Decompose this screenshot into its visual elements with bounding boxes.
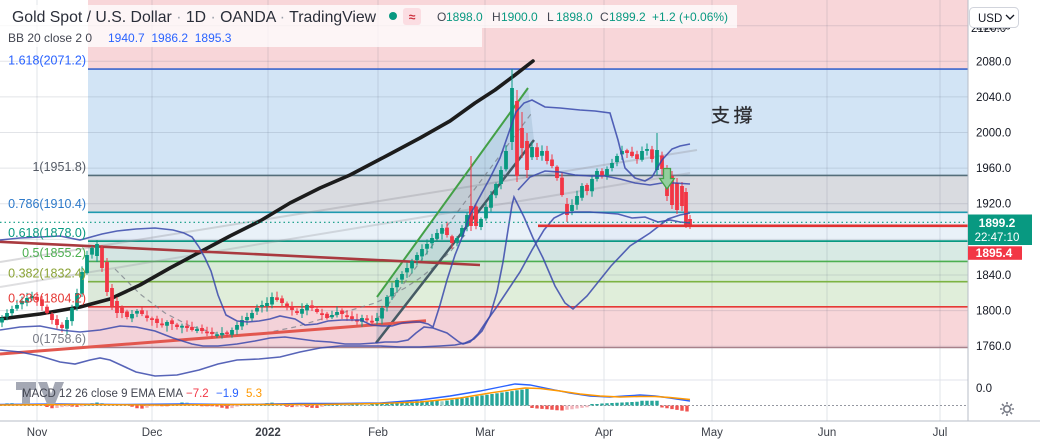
svg-text:H: H [492,10,501,24]
svg-text:1899.2: 1899.2 [609,10,646,24]
svg-text:1800.0: 1800.0 [976,306,1011,318]
svg-text:1960.0: 1960.0 [976,163,1011,175]
svg-text:0(1758.6): 0(1758.6) [32,332,86,346]
svg-text:1895.4: 1895.4 [976,246,1013,260]
svg-text:0.618(1878.0): 0.618(1878.0) [8,226,86,240]
svg-text:2080.0: 2080.0 [976,56,1011,68]
svg-text:1920.0: 1920.0 [976,199,1011,211]
svg-text:1(1951.8): 1(1951.8) [32,160,86,174]
svg-text:1840.0: 1840.0 [976,270,1011,282]
svg-text:Mar: Mar [475,427,495,439]
svg-text:Jun: Jun [818,427,837,439]
svg-text:−1.9: −1.9 [216,388,239,400]
svg-text:+1.2 (+0.06%): +1.2 (+0.06%) [652,10,728,24]
svg-text:5.3: 5.3 [246,388,262,400]
svg-text:Dec: Dec [142,427,163,439]
svg-text:1.618(2071.2): 1.618(2071.2) [8,54,86,68]
svg-text:1760.0: 1760.0 [976,341,1011,353]
svg-text:0.382(1832.4): 0.382(1832.4) [8,266,86,280]
svg-text:≈: ≈ [409,10,416,24]
svg-text:Nov: Nov [27,427,48,439]
svg-text:0.0: 0.0 [976,383,992,395]
svg-text:2040.0: 2040.0 [976,92,1011,104]
svg-text:2022: 2022 [255,427,281,439]
svg-text:1940.7 1986.2 1895.3: 1940.7 1986.2 1895.3 [108,31,232,45]
svg-text:0.236(1804.2): 0.236(1804.2) [8,291,86,305]
svg-text:1898.0: 1898.0 [556,10,593,24]
svg-text:2000.0: 2000.0 [976,128,1011,140]
svg-text:22:47:10: 22:47:10 [975,232,1020,244]
svg-text:−7.2: −7.2 [186,388,209,400]
svg-text:Apr: Apr [595,427,613,439]
svg-text:1898.0: 1898.0 [446,10,483,24]
svg-text:USD: USD [978,13,1002,25]
svg-text:May: May [701,427,723,439]
svg-text:O: O [437,10,446,24]
svg-text:Jul: Jul [933,427,948,439]
svg-text:1899.2: 1899.2 [979,216,1016,230]
svg-text:C: C [600,10,609,24]
svg-text:0.786(1910.4): 0.786(1910.4) [8,197,86,211]
svg-text:BB 20 close 2 0: BB 20 close 2 0 [8,31,92,45]
svg-text:0.5(1855.2): 0.5(1855.2) [22,246,86,260]
svg-text:L: L [547,10,554,24]
svg-text:Gold Spot / U.S. Dollar · 1D ·: Gold Spot / U.S. Dollar · 1D · OANDA · T… [12,9,377,26]
svg-text:1900.0: 1900.0 [501,10,538,24]
svg-text:Feb: Feb [368,427,388,439]
svg-text:MACD 12 26 close 9 EMA EMA: MACD 12 26 close 9 EMA EMA [22,388,183,400]
